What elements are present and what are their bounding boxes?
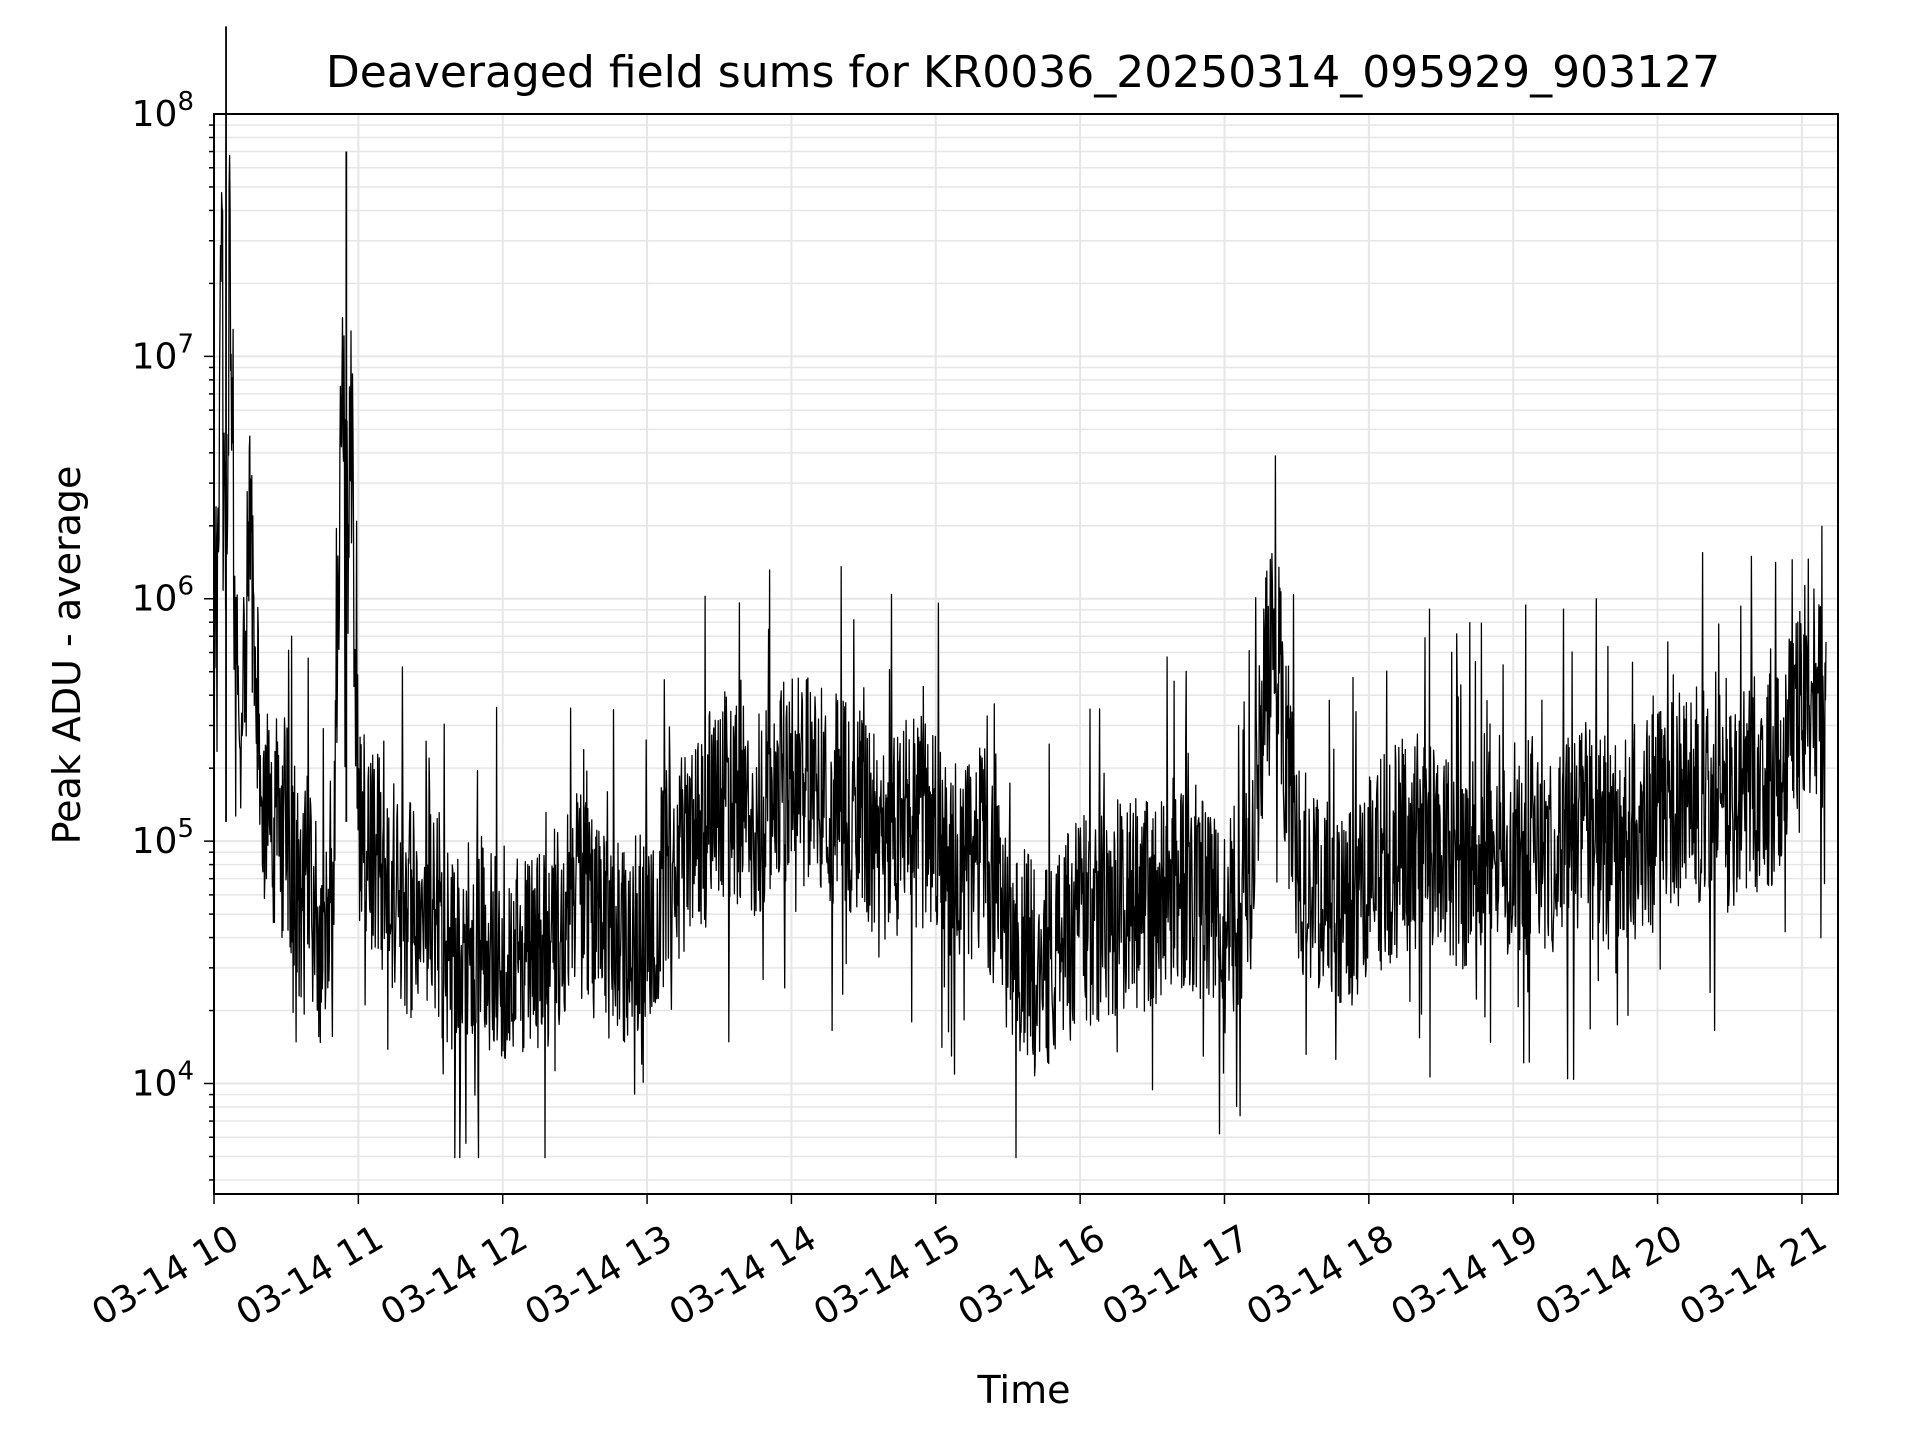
series-group	[213, 26, 1827, 1159]
y-tick-label: 107	[132, 329, 194, 377]
y-tick-label: 108	[132, 87, 194, 135]
x-axis-label: Time	[977, 1368, 1071, 1412]
chart-title: Deaveraged field sums for KR0036_2025031…	[326, 47, 1720, 98]
y-axis-label: Peak ADU - average	[45, 466, 89, 845]
y-tick-label: 104	[132, 1056, 194, 1104]
y-tick-label: 105	[132, 814, 194, 862]
y-tick-label: 106	[132, 572, 194, 620]
plot-frame	[213, 113, 1839, 1195]
series-line	[213, 154, 1827, 1159]
